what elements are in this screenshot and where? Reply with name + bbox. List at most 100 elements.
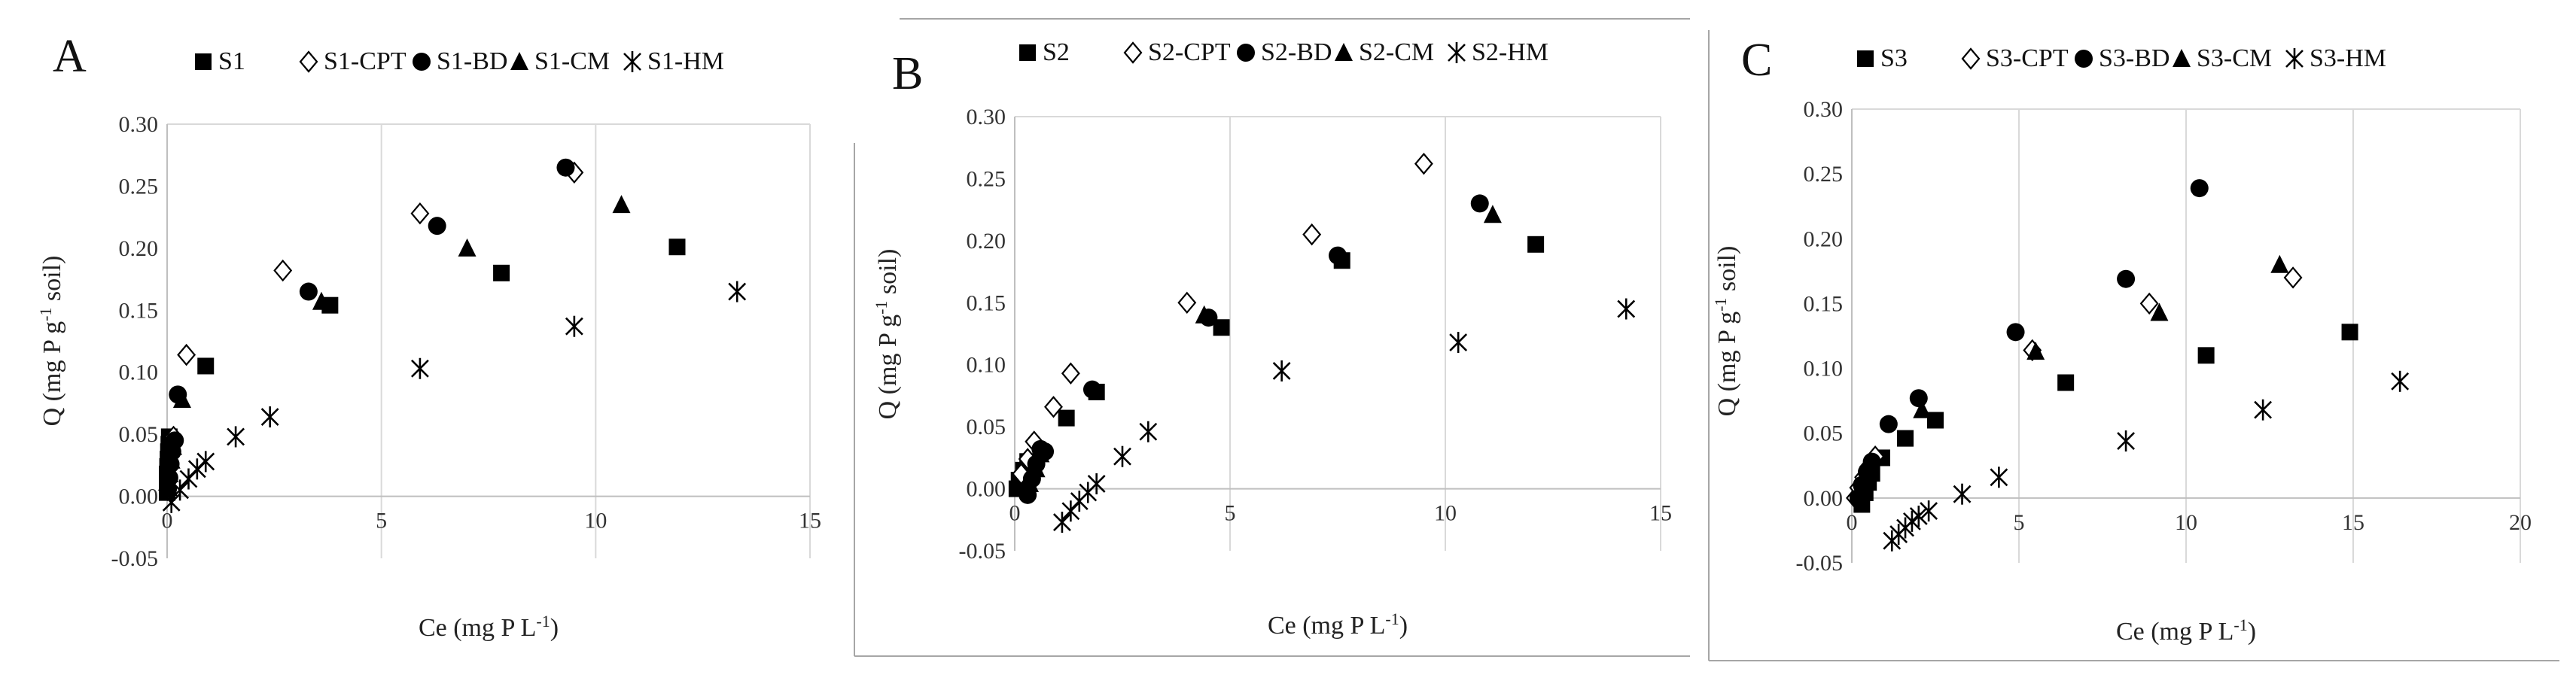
y-tick-label: 0.05 [967,415,1006,439]
y-tick-label: 0.25 [119,174,159,199]
y-tick-label: 0.05 [1804,421,1844,446]
data-point-s3-bd [1909,389,1928,408]
data-point-s2-cm [1031,444,1050,463]
legend-marker-s2-hm [1448,42,1466,63]
panel-b-label: B [892,48,923,99]
data-point-s3-hm [2254,399,2273,421]
y-tick-label: 0.30 [1804,97,1844,122]
data-point-s1-cm [163,436,182,455]
x-tick-label: 10 [2175,510,2197,535]
series-s2-cm [1021,205,1502,492]
data-point-s3-hm [2391,370,2410,392]
series-s1-cpt [158,161,584,502]
legend-label-s2-cpt: S2-CPT [1148,38,1231,66]
data-point-s3 [1927,412,1944,429]
series-s2-cpt [1012,152,1433,485]
legend-label-s2-bd: S2-BD [1261,38,1332,66]
panel-c: C S3 S3-CPT S3-BD S3-CM S3-HM -0.05 0.00 0.05 0.1… [1711,35,2532,646]
y-axis-label: Q (mg P g-1 soil) [36,256,66,427]
data-point-s3-hm [2117,430,2135,452]
legend-label-s1-hm: S1-HM [647,47,724,75]
data-point-s1 [668,239,686,256]
data-point-s1-cm [172,389,191,408]
data-point-s1-bd [556,158,575,177]
data-point-s1-cpt [273,259,293,282]
x-tick-label: 0 [162,509,173,533]
legend-label-s1-cm: S1-CM [534,47,610,75]
data-point-s2-hm [1113,445,1131,467]
y-tick-label: 0.30 [119,112,159,137]
data-point-s2-cpt [1177,291,1197,314]
y-tick-label: 0.15 [119,298,159,323]
y-tick-label: 0.15 [967,290,1006,315]
data-point-s3-bd [1879,415,1898,433]
y-tick-label: 0.00 [967,477,1006,502]
y-tick-label: 0.00 [119,485,159,509]
data-point-s1-cm [612,195,631,214]
y-tick-label: 0.00 [1804,486,1844,511]
data-point-s3-cm [1851,484,1870,503]
data-point-s3-cm [1913,400,1932,418]
data-point-s3 [2341,324,2358,341]
data-point-s1-cm [458,238,477,257]
series-s3 [1853,324,2358,513]
data-point-s3 [1897,430,1914,447]
series-s3-hm [1883,370,2410,552]
y-tick-label: -0.05 [1796,551,1844,576]
y-tick-label: 0.20 [119,236,159,261]
data-point-s3-bd [2190,179,2209,198]
data-point-s1-cm [159,478,178,497]
series-s3-cm [1851,254,2289,503]
data-point-s3-cm [1856,470,1874,488]
data-point-s1-hm [410,357,429,379]
legend-marker-s3-cpt [1961,47,1981,70]
data-point-s3-cm [2150,302,2169,321]
legend-marker-s2 [1019,44,1036,61]
legend-marker-s3-bd [2075,50,2093,68]
legend-label-s3-cpt: S3-CPT [1986,44,2069,72]
y-tick-label: 0.25 [967,166,1006,191]
data-point-s3-hm [1990,467,2008,488]
legend-label-s3: S3 [1880,44,1908,72]
data-point-s1-hm [227,426,245,448]
legend-marker-s1-hm [623,51,641,72]
y-tick-label: 0.25 [1804,162,1844,187]
data-point-s1 [493,264,510,281]
data-point-s3-cm [1861,459,1880,478]
x-tick-label: 15 [799,509,821,533]
data-point-s2-hm [1053,512,1071,533]
data-point-s2-bd [1329,246,1347,265]
data-point-s2-cpt [1061,362,1080,384]
y-axis-label: Q (mg P g-1 soil) [1711,246,1741,417]
data-point-s3 [2057,374,2075,391]
series-s1-bd [159,158,575,498]
data-point-s2 [1527,236,1545,253]
series-s3-cpt [1845,266,2303,509]
series-s1-cm [159,195,631,497]
data-point-s2-hm [1617,298,1636,320]
legend-label-s3-cm: S3-CM [2197,44,2272,72]
y-tick-label: 0.15 [1804,291,1844,316]
x-tick-label: 15 [2342,510,2364,535]
x-tick-label: 20 [2509,510,2532,535]
legend-marker-s2-cpt [1123,41,1143,64]
data-point-s2-cm [1021,473,1040,492]
data-point-s2 [1213,319,1230,336]
data-point-s1-hm [171,479,189,501]
data-point-s1-hm [196,451,215,473]
data-point-s1-cm [160,464,179,482]
data-point-s1-bd [299,282,318,301]
data-point-s2-cpt [1302,223,1322,246]
data-point-s2-hm [1087,473,1106,494]
legend-label-s2-hm: S2-HM [1472,38,1548,66]
panel-c-label: C [1741,35,1772,86]
data-point-s3 [2197,347,2215,364]
data-point-s2-cm [1027,459,1046,478]
legend-label-s1-bd: S1-BD [437,47,507,75]
series-s2-bd [1019,194,1489,504]
x-tick-label: 5 [376,509,387,533]
legend-marker-s3-cm [2173,49,2191,67]
data-point-s1-hm [162,491,181,513]
data-point-s3-cpt [2283,266,2303,289]
